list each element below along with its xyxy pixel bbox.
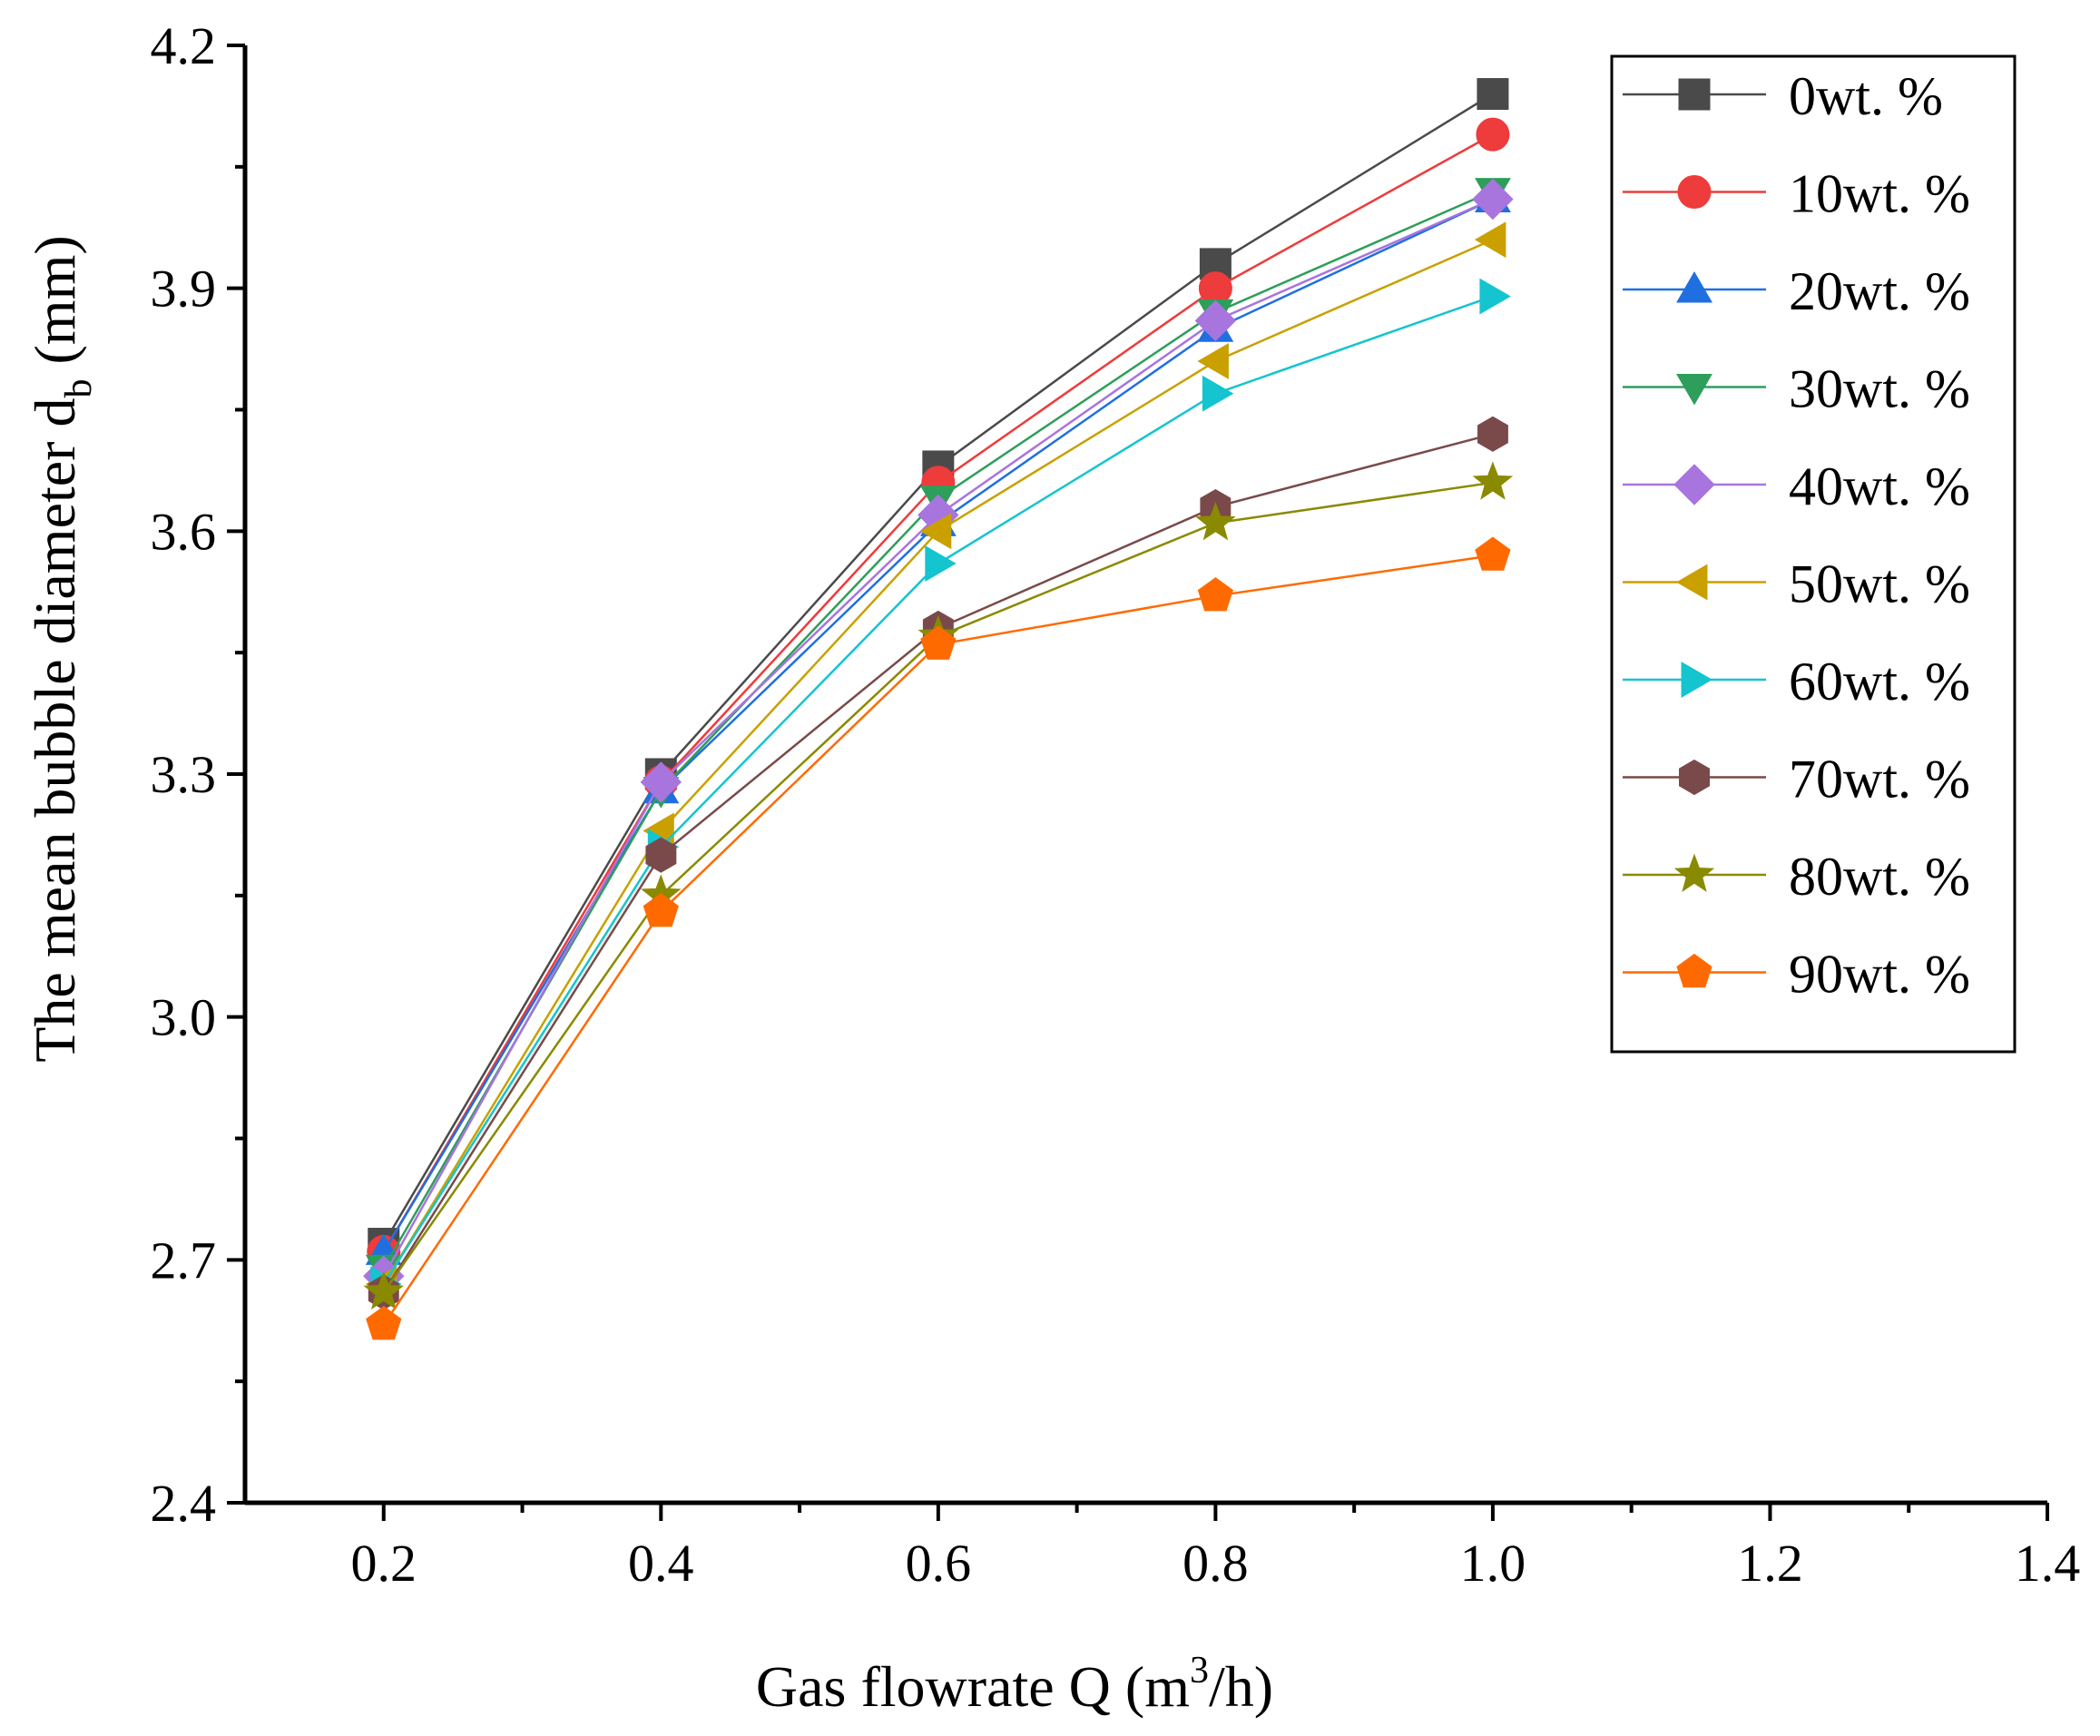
legend-marker-9 <box>1676 953 1712 988</box>
series-9-point-3 <box>1197 577 1233 612</box>
legend-marker-4 <box>1673 464 1715 505</box>
legend-item-3: 30wt. % <box>1623 359 1970 419</box>
legend-marker-7 <box>1679 759 1710 796</box>
x-axis-label: Gas flowrate Q (m3/h) <box>756 1650 1273 1719</box>
series-4-point-1 <box>640 761 682 803</box>
series-8 <box>363 461 1514 1309</box>
series-9-point-4 <box>1475 536 1511 571</box>
x-tick-label-3: 0.8 <box>1182 1534 1249 1593</box>
legend-item-4: 40wt. % <box>1623 456 1970 516</box>
series-line-2 <box>382 198 1494 1253</box>
x-tick-label-6: 1.4 <box>2015 1534 2081 1593</box>
axes: 0.2 0.4 0.6 0.8 1.0 1.2 1.4 2.4 2.7 3.0 3.3 3.6 3.9 4… <box>151 16 2081 1593</box>
series-line-4 <box>382 198 1494 1277</box>
series-line-3 <box>382 190 1494 1269</box>
series-layer <box>363 78 1514 1340</box>
legend-marker-1 <box>1677 175 1712 209</box>
y-tick-label-5: 3.9 <box>151 260 217 319</box>
series-7 <box>368 416 1508 1310</box>
x-tick-label-5: 1.2 <box>1737 1534 1803 1593</box>
legend-label-5: 50wt. % <box>1789 554 1970 614</box>
series-5 <box>365 221 1506 1303</box>
x-tick-label-2: 0.6 <box>906 1534 972 1593</box>
series-line-5 <box>382 238 1494 1285</box>
series-9 <box>366 536 1511 1340</box>
series-6-point-3 <box>1202 375 1234 412</box>
legend-item-7: 70wt. % <box>1623 750 1970 809</box>
legend-item-0: 0wt. % <box>1623 66 1943 126</box>
legend-item-9: 90wt. % <box>1623 945 1970 1005</box>
series-6-point-2 <box>925 545 957 582</box>
series-line-6 <box>382 295 1494 1285</box>
legend-label-9: 90wt. % <box>1789 945 1970 1005</box>
legend-marker-5 <box>1676 564 1708 601</box>
series-7-point-1 <box>645 837 677 873</box>
legend-marker-3 <box>1676 374 1712 406</box>
y-tick-label-4: 3.6 <box>151 502 217 561</box>
y-tick-label-6: 4.2 <box>151 16 217 75</box>
series-1-point-4 <box>1476 117 1510 152</box>
y-tick-label-0: 2.4 <box>151 1474 217 1533</box>
x-tick-label-4: 1.0 <box>1460 1534 1526 1593</box>
series-0 <box>368 78 1509 1260</box>
x-tick-label-0: 0.2 <box>351 1534 417 1593</box>
series-line-8 <box>382 481 1494 1293</box>
series-2 <box>365 181 1511 1265</box>
legend-marker-0 <box>1678 78 1711 111</box>
series-line-9 <box>382 554 1494 1326</box>
legend-item-1: 10wt. % <box>1623 164 1970 224</box>
series-8-point-0 <box>363 1270 405 1309</box>
series-line-1 <box>382 133 1494 1253</box>
series-5-point-2 <box>919 513 952 550</box>
legend-label-4: 40wt. % <box>1789 456 1970 516</box>
series-4 <box>363 178 1514 1297</box>
series-8-point-3 <box>1195 501 1236 541</box>
legend: 0wt. % 10wt. % 20wt. % 30wt. % 40wt. % 50wt. … <box>1610 54 2017 1054</box>
series-4-point-3 <box>1194 299 1237 342</box>
series-5-point-4 <box>1474 221 1506 259</box>
series-6 <box>370 278 1511 1303</box>
series-6-point-4 <box>1479 278 1511 315</box>
series-5-point-3 <box>1197 343 1229 379</box>
legend-item-5: 50wt. % <box>1623 554 1970 614</box>
series-0-point-4 <box>1477 78 1509 111</box>
legend-label-6: 60wt. % <box>1789 652 1970 711</box>
legend-marker-2 <box>1676 271 1712 303</box>
series-7-point-4 <box>1477 416 1508 452</box>
series-3 <box>365 178 1511 1287</box>
y-tick-label-1: 2.7 <box>151 1231 217 1290</box>
legend-label-8: 80wt. % <box>1789 847 1970 907</box>
legend-label-2: 20wt. % <box>1789 261 1970 321</box>
y-axis-label: The mean bubble diameter db (mm) <box>23 235 100 1062</box>
series-9-point-0 <box>366 1306 402 1340</box>
series-9-point-2 <box>920 625 957 660</box>
legend-item-2: 20wt. % <box>1623 261 1970 321</box>
series-9-point-1 <box>643 893 679 927</box>
y-tick-label-2: 3.0 <box>151 988 217 1047</box>
series-line-0 <box>382 93 1494 1245</box>
series-8-point-4 <box>1472 461 1514 500</box>
legend-marker-6 <box>1681 662 1712 698</box>
y-tick-label-3: 3.3 <box>151 745 217 804</box>
legend-marker-8 <box>1673 853 1715 892</box>
legend-label-0: 0wt. % <box>1789 66 1943 126</box>
legend-item-6: 60wt. % <box>1623 652 1970 711</box>
legend-label-1: 10wt. % <box>1789 164 1970 224</box>
legend-label-7: 70wt. % <box>1789 750 1970 809</box>
legend-item-8: 80wt. % <box>1623 847 1970 907</box>
legend-label-3: 30wt. % <box>1789 359 1970 419</box>
series-4-point-4 <box>1472 178 1514 221</box>
legend-box <box>1610 54 2017 1054</box>
x-tick-label-1: 0.4 <box>628 1534 694 1593</box>
